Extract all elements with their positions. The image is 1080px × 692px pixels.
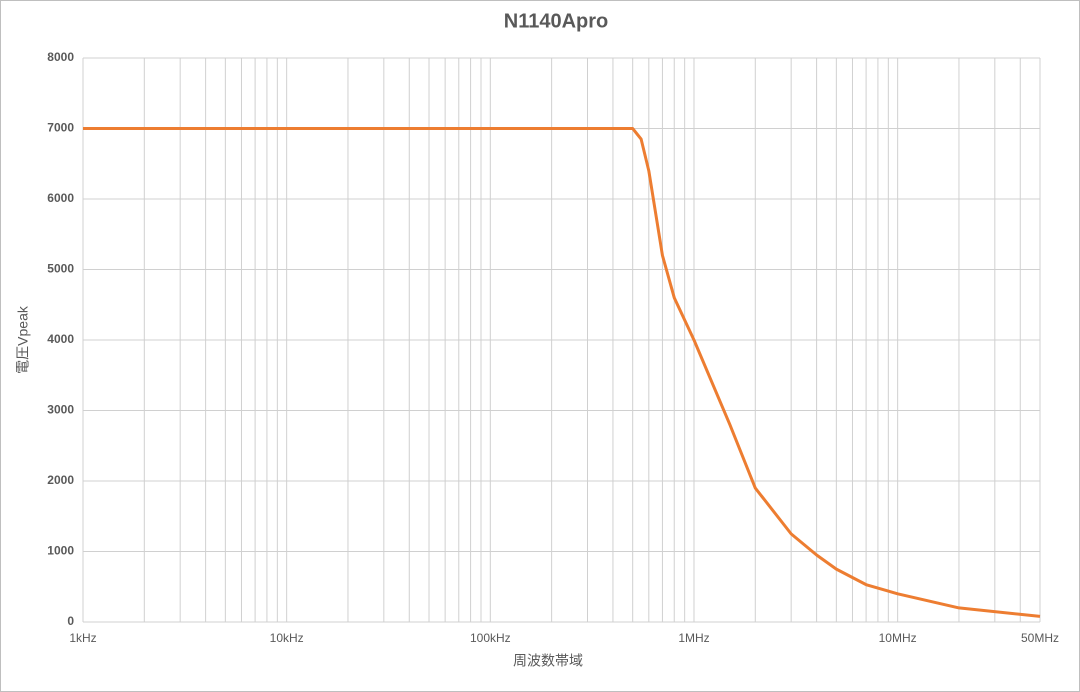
y-tick-label: 3000 [47,403,74,417]
y-axis-title: 電圧Vpeak [15,305,31,374]
y-tick-label: 0 [67,614,74,628]
x-tick-label: 1MHz [678,631,709,645]
y-tick-label: 1000 [47,544,74,558]
y-tick-label: 5000 [47,262,74,276]
data-line [83,127,1041,618]
x-tick-label: 1kHz [69,631,96,645]
y-tick-label: 7000 [47,121,74,135]
x-tick-label: 10kHz [270,631,304,645]
x-tick-label: 10MHz [879,631,917,645]
chart-title: N1140Apro [504,10,609,32]
y-tick-label: 8000 [47,50,74,64]
y-tick-label: 6000 [47,191,74,205]
x-tick-label: 50MHz [1021,631,1059,645]
y-tick-label: 2000 [47,473,74,487]
y-tick-label: 4000 [47,332,74,346]
x-axis-title: 周波数帯域 [513,653,583,669]
x-tick-label: 100kHz [470,631,511,645]
